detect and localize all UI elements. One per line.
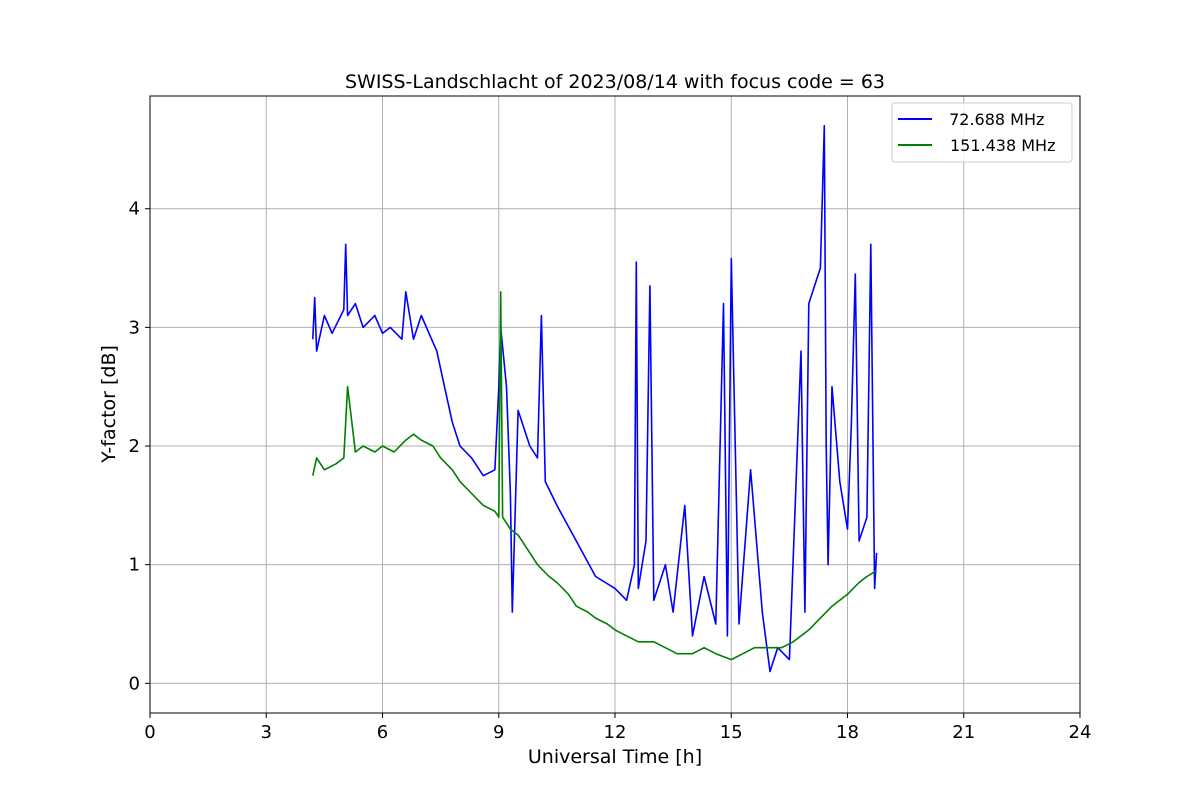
x-tick-label: 12 [604,722,627,743]
x-tick-label: 3 [261,722,272,743]
legend-label-72mhz: 72.688 MHz [944,110,1044,129]
series-line-151mhz [312,290,878,661]
y-tick-label: 3 [129,317,140,338]
x-tick-label: 21 [952,722,975,743]
x-tick-label: 6 [377,722,388,743]
series-layer [312,124,878,673]
chart-title: SWISS-Landschlacht of 2023/08/14 with fo… [345,71,885,93]
x-tick-label: 24 [1069,722,1092,743]
legend-box [891,102,1073,163]
grid-layer [150,96,1080,713]
y-tick-label: 2 [129,436,140,457]
legend-label-151mhz: 151.438 MHz [950,136,1055,155]
x-tick-label: 0 [144,722,155,743]
y-tick-label: 4 [129,199,140,220]
y-axis-label: Y-factor [dB] [98,345,120,464]
x-tick-label: 9 [493,722,504,743]
y-tick-label: 1 [129,555,140,576]
x-tick-label: 15 [720,722,743,743]
x-axis-label: Universal Time [h] [528,746,702,768]
x-tick-label: 18 [836,722,859,743]
y-tick-label: 0 [129,673,140,694]
legend: 72.688 MHz 151.438 MHz [891,102,1073,163]
series-line-72mhz [312,124,878,673]
